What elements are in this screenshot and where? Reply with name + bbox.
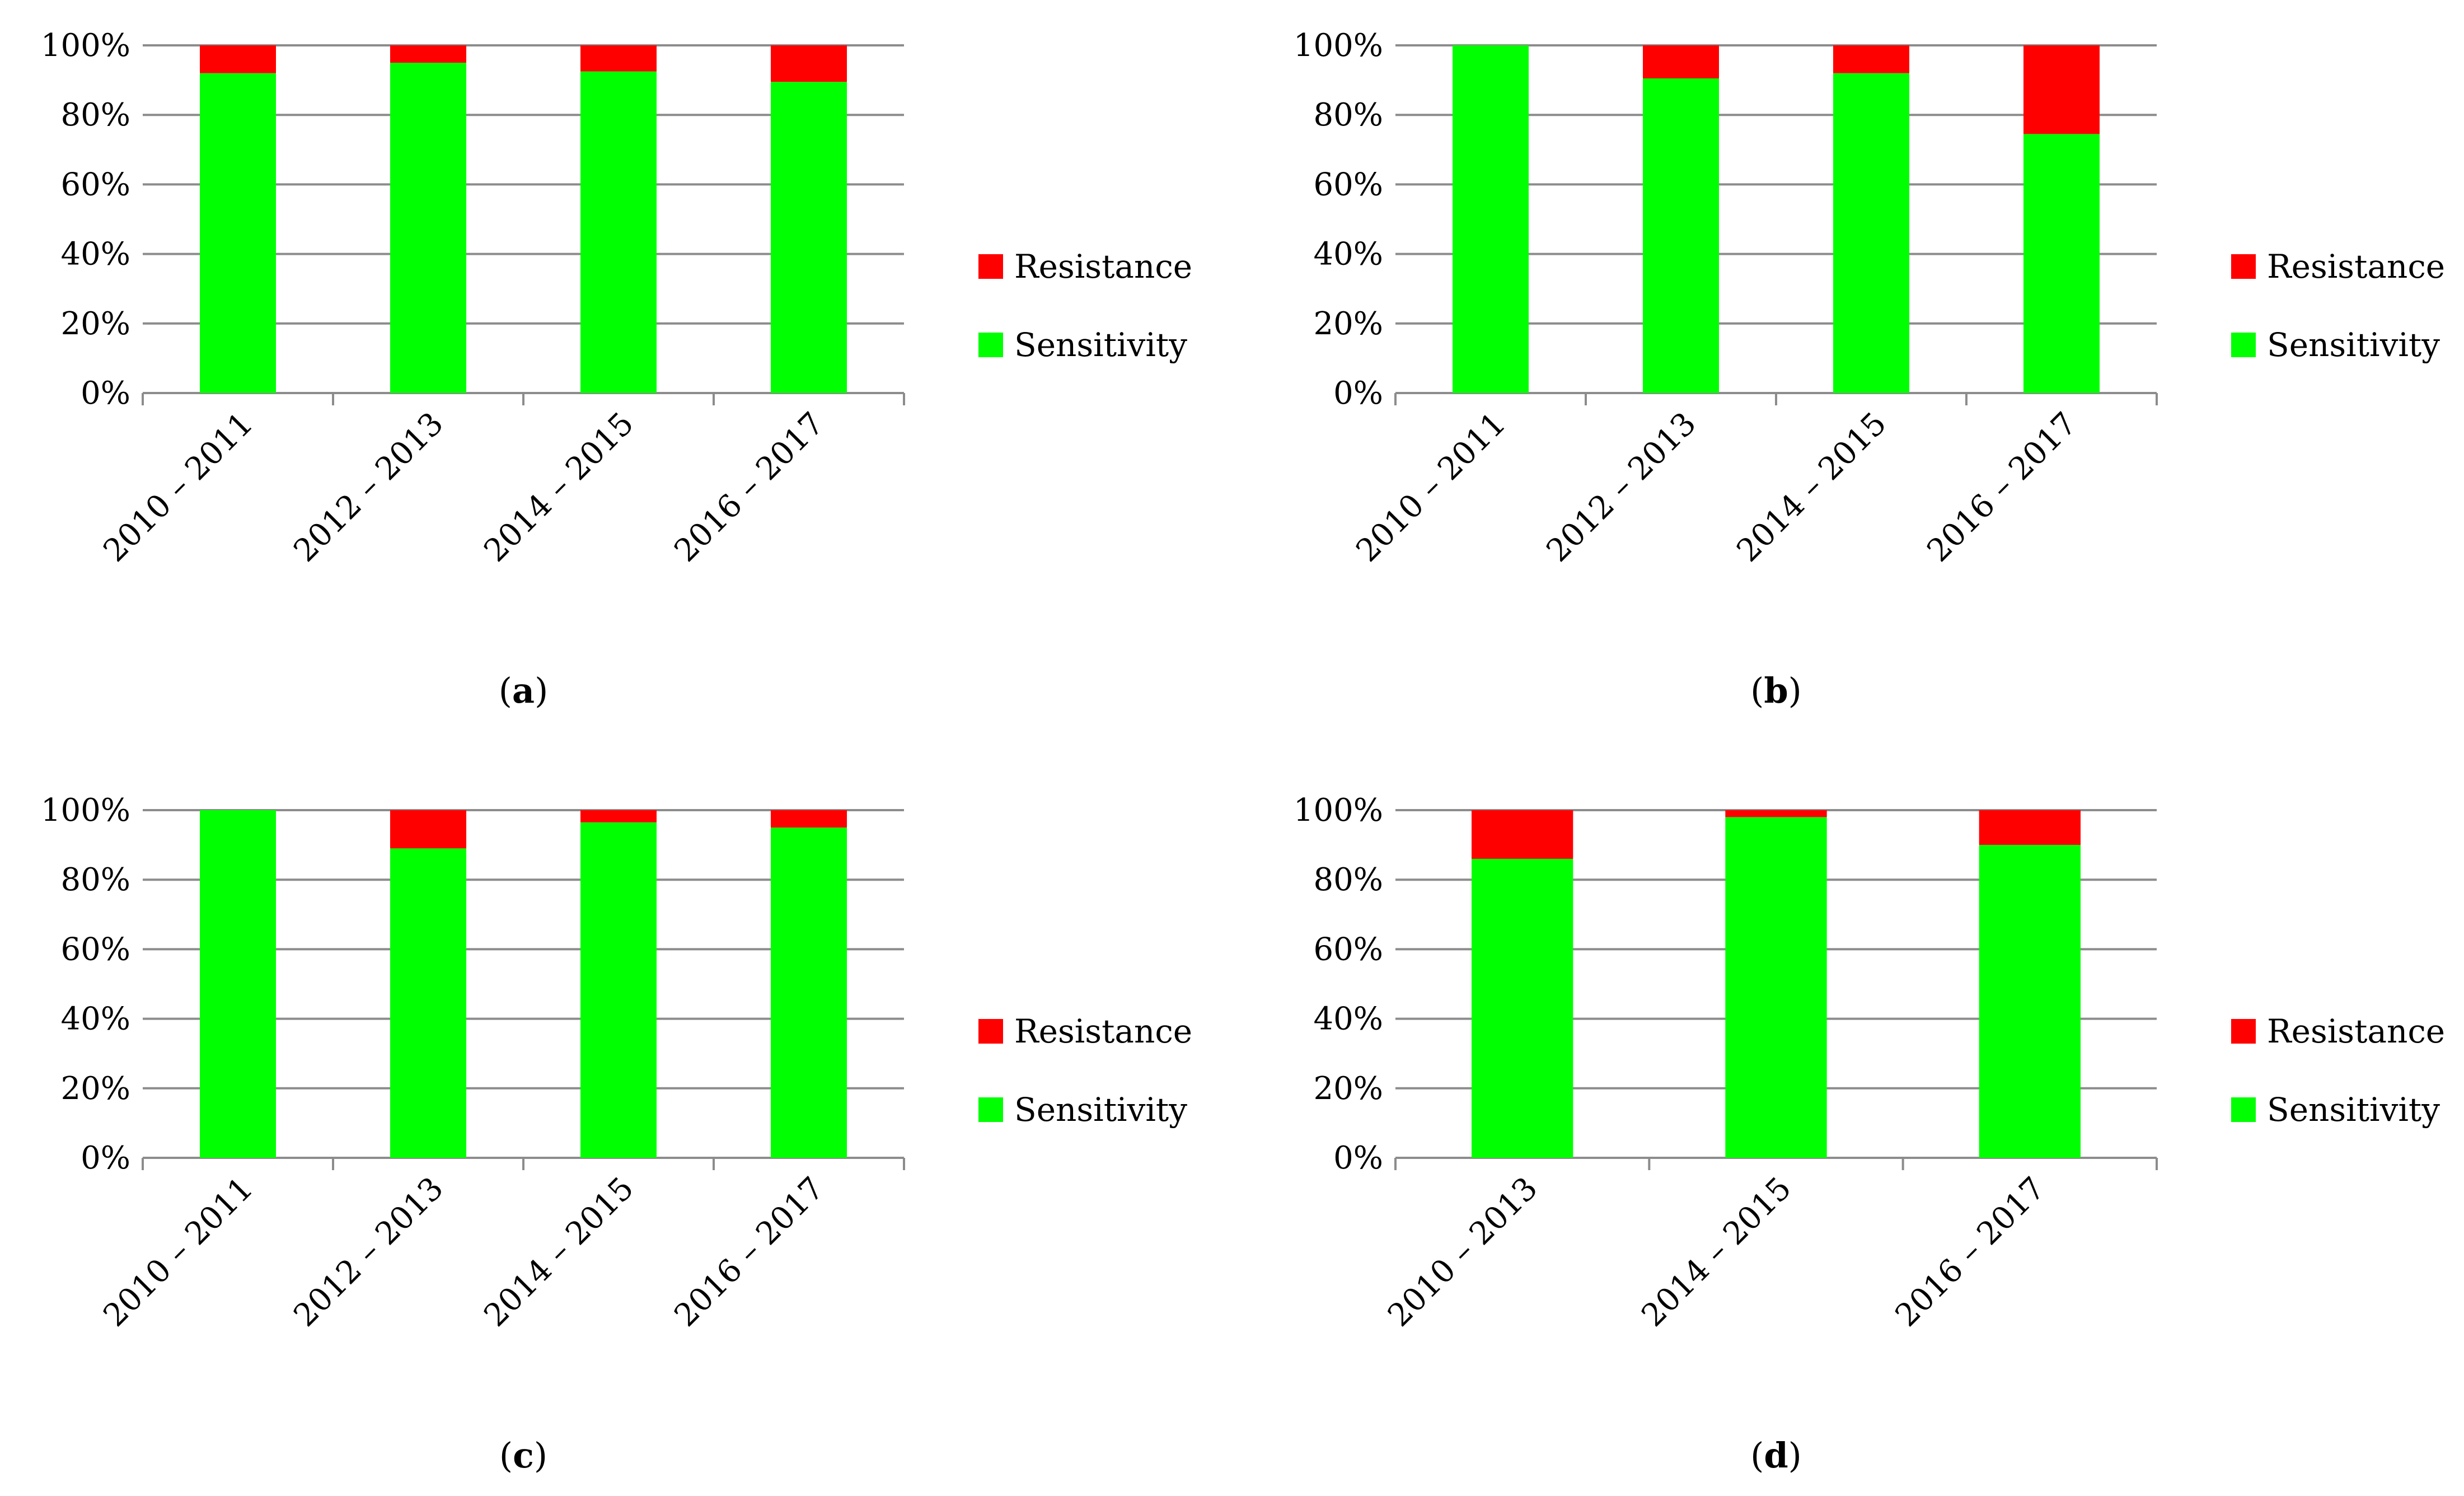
panel-caption: (b) [1750, 670, 1802, 711]
legend-swatch-sensitivity [2231, 333, 2256, 357]
bar-resistance-2 [390, 810, 466, 849]
chart-panel-a: 0% 20% 40% 60% 80% 100% 2010 – 2011 2012 – 2013… [41, 27, 1192, 711]
y-tick-label: 0% [81, 375, 130, 412]
x-tick-label: 2014 – 2015 [1634, 1170, 1798, 1334]
bar-resistance-2 [390, 45, 466, 63]
x-tick-label: 2010 – 2011 [96, 1170, 260, 1334]
panel-letter: a [512, 670, 535, 711]
chart-panel-c: 0% 20% 40% 60% 80% 100% 2010 – 2011 2012 – 2013… [41, 792, 1192, 1476]
bar-resistance-1 [200, 45, 276, 73]
y-tick-label: 20% [61, 1070, 130, 1107]
bar-sensitivity-1 [1453, 45, 1529, 393]
y-tick-label: 40% [61, 1001, 130, 1037]
bar-resistance-3 [1833, 45, 1909, 73]
x-tick-label: 2014 – 2015 [477, 405, 640, 569]
bar-sensitivity-3 [580, 71, 657, 393]
legend-swatch-resistance [2231, 254, 2256, 279]
y-tick-label: 60% [1314, 931, 1383, 967]
chart-panel-d: 0% 20% 40% 60% 80% 100% 2010 – 2013 2014 – 2015… [1294, 792, 2445, 1476]
y-tick-label: 40% [1314, 1001, 1383, 1037]
bar-sensitivity-3 [1833, 73, 1909, 393]
bar-sensitivity-4 [771, 82, 847, 393]
legend-label-sensitivity: Sensitivity [1014, 326, 1187, 364]
y-tick-label: 80% [1314, 862, 1383, 898]
legend-swatch-resistance [978, 254, 1003, 279]
bar-sensitivity-2 [390, 848, 466, 1158]
legend-label-resistance: Resistance [2267, 1012, 2445, 1050]
y-tick-label: 100% [41, 792, 130, 829]
y-tick-label: 100% [41, 27, 130, 64]
bar-resistance-4 [771, 810, 847, 828]
bar-resistance-3 [580, 810, 657, 822]
legend-swatch-resistance [978, 1019, 1003, 1044]
y-tick-label: 80% [61, 97, 130, 133]
legend-label-sensitivity: Sensitivity [1014, 1091, 1187, 1129]
legend-label-sensitivity: Sensitivity [2267, 326, 2440, 364]
legend-label-sensitivity: Sensitivity [2267, 1091, 2440, 1129]
y-tick-label: 0% [1333, 1140, 1383, 1176]
chart-panel-b: 0% 20% 40% 60% 80% 100% 2010 – 2011 2012 – 2013… [1294, 27, 2445, 711]
y-tick-label: 80% [61, 862, 130, 898]
bar-resistance-2 [1643, 45, 1719, 78]
y-tick-label: 80% [1314, 97, 1383, 133]
bar-resistance-2 [1725, 810, 1827, 817]
y-tick-label: 60% [1314, 166, 1383, 203]
x-tick-label: 2012 – 2013 [287, 405, 450, 569]
x-tick-label: 2012 – 2013 [1539, 405, 1703, 569]
bar-sensitivity-1 [200, 810, 276, 1158]
bar-resistance-3 [1979, 810, 2081, 845]
legend-swatch-sensitivity [2231, 1097, 2256, 1122]
bar-sensitivity-3 [580, 822, 657, 1158]
panel-letter: d [1764, 1435, 1788, 1476]
y-tick-label: 40% [1314, 236, 1383, 273]
legend-swatch-sensitivity [978, 1097, 1003, 1122]
legend-label-resistance: Resistance [2267, 247, 2445, 286]
panel-caption: (a) [499, 670, 549, 711]
x-tick-label: 2010 – 2013 [1381, 1170, 1544, 1334]
x-tick-label: 2010 – 2011 [96, 405, 260, 569]
bar-sensitivity-2 [1643, 78, 1719, 393]
bar-sensitivity-3 [1979, 845, 2081, 1158]
y-tick-label: 40% [61, 236, 130, 273]
bar-resistance-4 [2023, 45, 2100, 134]
bar-resistance-1 [1472, 810, 1573, 859]
bar-sensitivity-1 [200, 73, 276, 393]
x-tick-label: 2016 – 2017 [1889, 1170, 2052, 1334]
y-tick-label: 0% [1333, 375, 1383, 412]
legend-label-resistance: Resistance [1014, 1012, 1192, 1050]
x-tick-label: 2014 – 2015 [477, 1170, 640, 1334]
bar-sensitivity-4 [771, 828, 847, 1158]
bar-resistance-4 [771, 45, 847, 82]
panel-letter: b [1764, 670, 1788, 711]
legend-swatch-resistance [2231, 1019, 2256, 1044]
panel-letter: c [513, 1435, 534, 1476]
panel-caption: (c) [499, 1435, 547, 1476]
y-tick-label: 20% [61, 306, 130, 342]
x-tick-label: 2012 – 2013 [287, 1170, 450, 1334]
bar-sensitivity-2 [390, 63, 466, 394]
bar-sensitivity-4 [2023, 134, 2100, 394]
y-tick-label: 60% [61, 931, 130, 967]
y-tick-label: 100% [1294, 27, 1383, 64]
legend-swatch-sensitivity [978, 333, 1003, 357]
y-tick-label: 20% [1314, 1070, 1383, 1107]
x-tick-label: 2016 – 2017 [1920, 405, 2083, 569]
panel-caption: (d) [1750, 1435, 1802, 1476]
x-tick-label: 2016 – 2017 [667, 405, 831, 569]
x-tick-label: 2010 – 2011 [1349, 405, 1512, 569]
bar-sensitivity-2 [1725, 817, 1827, 1158]
y-tick-label: 100% [1294, 792, 1383, 829]
bar-resistance-3 [580, 45, 657, 72]
x-tick-label: 2016 – 2017 [667, 1170, 831, 1334]
x-tick-label: 2014 – 2015 [1730, 405, 1893, 569]
bar-sensitivity-1 [1472, 858, 1573, 1158]
y-tick-label: 60% [61, 166, 130, 203]
y-tick-label: 0% [81, 1140, 130, 1176]
legend-label-resistance: Resistance [1014, 247, 1192, 286]
y-tick-label: 20% [1314, 306, 1383, 342]
